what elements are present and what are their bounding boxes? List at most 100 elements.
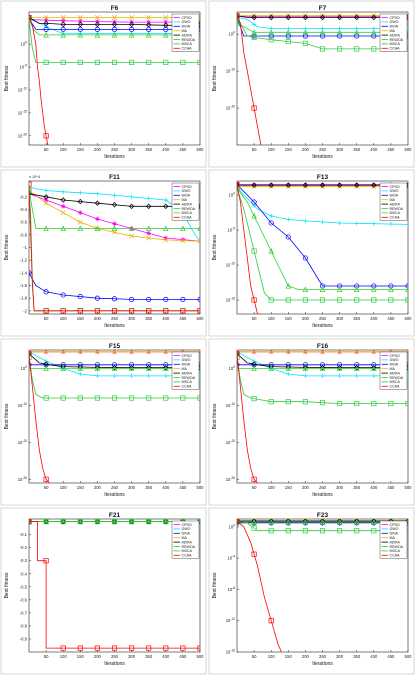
y-tick-label: 10-10 (226, 402, 236, 408)
x-tick-label: 250 (319, 147, 327, 152)
data-point-circle (371, 33, 377, 39)
chart-panel-f21: F21 50 100 150 200 250 300 350 400 450 500 Iteratio… (0, 507, 207, 675)
data-point-triangle (77, 365, 84, 372)
x-tick-label: 150 (77, 316, 85, 321)
data-point-triangle (43, 365, 49, 372)
x-axis-label: Iterations (312, 154, 333, 160)
data-point-square (129, 308, 135, 314)
data-point-diamond (146, 365, 152, 371)
data-point-plus (29, 185, 32, 190)
data-point-diamond (302, 14, 309, 21)
x-tick-label: 450 (179, 485, 187, 490)
data-point-plus (303, 373, 308, 379)
y-tick-label: 10-5 (227, 227, 235, 233)
data-point-cross (302, 350, 308, 355)
x-tick-label: 200 (94, 147, 102, 152)
y-tick-label: -0.3 (20, 558, 28, 563)
legend-label-ccaa: CCAA (390, 47, 401, 51)
x-tick-label: 350 (353, 147, 361, 152)
data-point-triangle (371, 286, 377, 293)
data-point-circle (302, 33, 308, 39)
legend-label-ccaa: CCAA (390, 216, 401, 220)
data-point-square (251, 476, 257, 482)
series-line-woa (29, 272, 200, 300)
data-point-triangle (371, 29, 377, 35)
data-point-diamond (77, 364, 83, 370)
data-point-triangle (128, 225, 135, 232)
data-point-square (302, 40, 308, 46)
data-point-square (388, 297, 394, 303)
data-point-cross (94, 350, 100, 355)
x-tick-label: 250 (111, 147, 119, 152)
legend-label-gwo: GWO (182, 358, 191, 362)
legend-label-rewoa: REWOA (390, 207, 404, 211)
data-point-circle (77, 26, 83, 32)
x-tick-label: 450 (179, 147, 187, 152)
plot-area (28, 518, 201, 653)
y-tick-label: -0.2 (20, 545, 28, 550)
x-tick-label: 200 (302, 316, 310, 321)
data-point-star (146, 231, 151, 236)
x-tick-label: 450 (387, 147, 395, 152)
data-point-triangle (60, 31, 66, 38)
legend-label-ma: MA (182, 198, 188, 202)
data-point-square (285, 399, 291, 405)
x-tick-label: 300 (128, 654, 136, 659)
data-point-cross (237, 13, 240, 19)
x-tick-label: 250 (111, 316, 119, 321)
x-tick-label: 400 (162, 316, 170, 321)
x-tick-label: 350 (353, 485, 361, 490)
series-line-msca (237, 357, 408, 405)
data-point-triangle (145, 225, 152, 232)
data-point-star (303, 14, 308, 19)
data-point-circle (60, 26, 66, 32)
data-point-circle (302, 255, 308, 261)
y-tick-label: 10-10 (18, 86, 28, 92)
x-tick-label: 350 (353, 316, 361, 321)
legend-label-adifa: ADIFA (182, 540, 193, 544)
y-tick-label: 10-5 (19, 64, 27, 70)
series-line-adifa (237, 15, 408, 18)
data-point-square (163, 395, 169, 401)
data-point-square (268, 618, 274, 624)
x-tick-label: 150 (77, 485, 85, 490)
series-line-gwo (29, 351, 200, 377)
x-axis-label: Iterations (104, 323, 125, 329)
legend-label-ma: MA (182, 367, 188, 371)
data-point-plus (337, 220, 342, 226)
data-point-star (269, 182, 274, 187)
data-point-star (269, 14, 274, 19)
data-point-square (94, 308, 100, 314)
x-tick-label: 500 (405, 485, 413, 490)
data-point-star (371, 14, 376, 19)
data-point-square (302, 528, 308, 534)
data-point-square (60, 59, 66, 65)
x-tick-label: 150 (285, 485, 293, 490)
data-point-triangle (145, 365, 152, 372)
series-line-msca (29, 18, 200, 63)
chart-panel-f13: F13 50 100 150 200 250 300 350 400 450 500 Iteratio… (208, 169, 415, 337)
y-tick-label: -0.6 (20, 220, 28, 225)
legend-label-ccaa: CCAA (390, 554, 401, 558)
data-point-square (43, 59, 49, 65)
data-point-plus (78, 190, 83, 195)
data-point-square (43, 558, 49, 564)
legend-label-cpso: CPSO (390, 523, 400, 527)
data-point-star (61, 18, 66, 23)
data-point-triangle (43, 31, 49, 38)
data-point-square (251, 525, 257, 531)
plot-area (28, 349, 201, 484)
data-point-circle (388, 283, 394, 289)
x-tick-label: 500 (197, 147, 205, 152)
series-line-rewoa (237, 22, 408, 33)
legend-label-ma: MA (390, 198, 396, 202)
series-line-ccaa (29, 17, 49, 145)
data-point-square (111, 645, 118, 651)
legend-label-rewoa: REWOA (182, 376, 196, 380)
legend-label-rewoa: REWOA (390, 38, 404, 42)
data-point-triangle (285, 519, 292, 525)
data-point-cross (77, 350, 83, 355)
legend-box (171, 182, 200, 221)
